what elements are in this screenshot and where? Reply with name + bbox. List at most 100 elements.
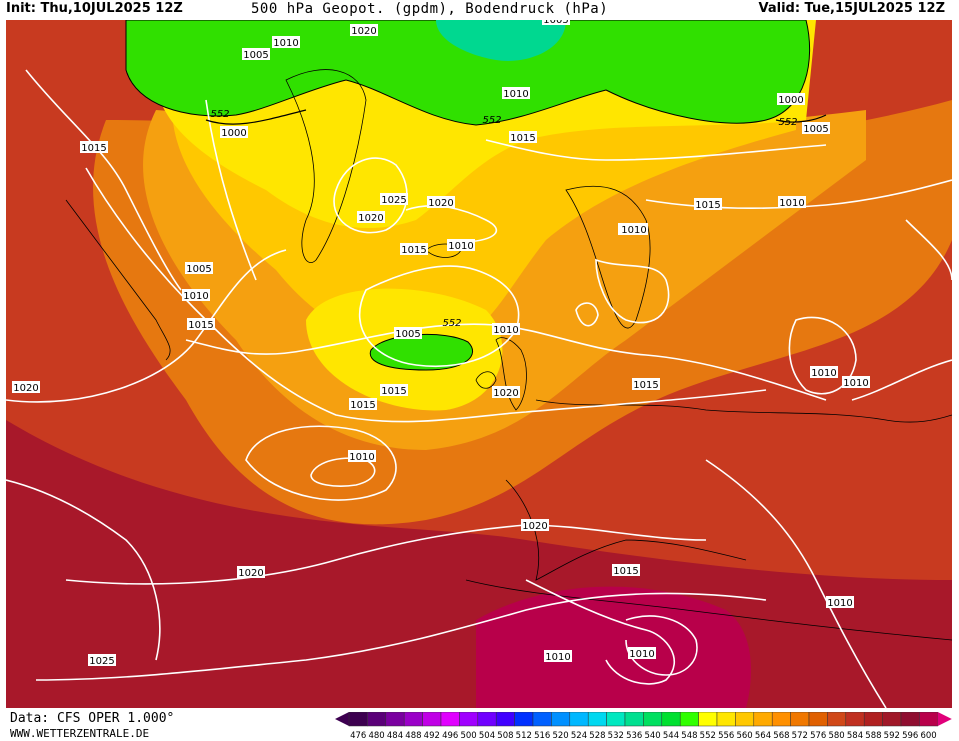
legend-cell [440, 712, 460, 727]
pressure-label: 1010 [273, 38, 298, 49]
pressure-label: 1015 [188, 320, 213, 331]
pressure-label-bg [521, 519, 549, 531]
pressure-label: 1005 [803, 124, 828, 135]
legend-tick-label: 508 [497, 731, 513, 741]
legend-tick-label: 524 [571, 731, 587, 741]
pressure-label: 1010 [503, 89, 528, 100]
pressure-label-bg [348, 450, 376, 462]
height-label: 552 [482, 115, 501, 126]
pressure-label: 1020 [493, 388, 518, 399]
legend-cell [495, 712, 515, 727]
legend-tick-label: 484 [387, 731, 403, 741]
color-legend: 476 480 484 488 492 496 500 504 508 512 516 520 524 5… [335, 712, 952, 741]
legend-tick-label: 556 [718, 731, 734, 741]
legend-tick-label: 548 [681, 731, 697, 741]
height-contours [205, 109, 827, 125]
pressure-label: 1020 [351, 26, 376, 37]
legend-tick-label: 560 [736, 731, 752, 741]
pressure-labels: 1015 1010 1005 1020 1000 1010 1000 1005 1015 1025… [12, 20, 870, 667]
legend-cell [587, 712, 607, 727]
pressure-label: 1020 [428, 198, 453, 209]
legend-tick-label: 580 [828, 731, 844, 741]
pressure-label: 1025 [89, 656, 114, 667]
pressure-label-bg [185, 262, 213, 274]
pressure-label: 1015 [510, 133, 535, 144]
legend-tick-label: 480 [368, 731, 384, 741]
pressure-label: 1010 [493, 325, 518, 336]
map-title: 500 hPa Geopot. (gpdm), Bodendruck (hPa) [251, 1, 609, 17]
legend-tick-label: 528 [589, 731, 605, 741]
legend-cell [551, 712, 571, 727]
legend-cell [808, 712, 828, 727]
pressure-label-bg [242, 48, 270, 60]
pressure-label: 1005 [395, 329, 420, 340]
pressure-label: 1005 [243, 50, 268, 61]
pressure-label: 1010 [843, 378, 868, 389]
pressure-label: 1010 [779, 198, 804, 209]
legend-tick-label: 552 [700, 731, 716, 741]
pressure-label-bg [802, 122, 830, 134]
height-label: 552 [210, 109, 229, 120]
pressure-label-bg [220, 126, 248, 138]
legend-cell [919, 712, 939, 727]
pressure-label: 1025 [381, 195, 406, 206]
pressure-label: 1015 [613, 566, 638, 577]
pressure-label-bg [380, 193, 408, 205]
pressure-label-bg [350, 24, 378, 36]
pressure-label: 1015 [381, 386, 406, 397]
legend-cell [753, 712, 773, 727]
height-label: 552 [778, 117, 797, 128]
pressure-label-bg [509, 131, 537, 143]
legend-cell [532, 712, 552, 727]
legend-cell [900, 712, 920, 727]
init-time: Init: Thu,10JUL2025 12Z [6, 1, 183, 16]
legend-tick-label: 540 [644, 731, 660, 741]
pressure-label-bg [237, 566, 265, 578]
legend-tick-label: 592 [884, 731, 900, 741]
pressure-label-bg [272, 36, 300, 48]
legend-cell [790, 712, 810, 727]
pressure-label-bg [447, 239, 475, 251]
pressure-label-bg [349, 398, 377, 410]
legend-tick-label: 492 [424, 731, 440, 741]
legend-tick-label: 568 [773, 731, 789, 741]
pressure-label-bg [380, 384, 408, 396]
pressure-label: 1020 [238, 568, 263, 579]
pressure-label: 1015 [695, 200, 720, 211]
pressure-label-bg [80, 141, 108, 153]
legend-cell [569, 712, 589, 727]
pressure-label-bg [394, 327, 422, 339]
data-source: Data: CFS OPER 1.000° [10, 711, 175, 726]
pressure-label-bg [12, 381, 40, 393]
pressure-label-bg [542, 20, 570, 25]
legend-cell [606, 712, 626, 727]
pressure-label-bg [357, 211, 385, 223]
pressure-label-bg [620, 223, 648, 235]
pressure-label-bg [694, 198, 722, 210]
legend-tick-label: 564 [755, 731, 771, 741]
pressure-label: 1010 [621, 225, 646, 236]
pressure-label-bg [502, 87, 530, 99]
legend-tick-label: 496 [442, 731, 458, 741]
legend-cell [679, 712, 699, 727]
pressure-label: 1015 [401, 245, 426, 256]
legend-cell [698, 712, 718, 727]
legend-cell [624, 712, 644, 727]
legend-tick-label: 572 [792, 731, 808, 741]
legend-cell [845, 712, 865, 727]
legend-cell [827, 712, 847, 727]
pressure-label: 1005 [186, 264, 211, 275]
legend-cell [367, 712, 387, 727]
legend-tick-label: 588 [865, 731, 881, 741]
pressure-label: 1020 [358, 213, 383, 224]
pressure-label-bg [628, 647, 656, 659]
pressure-label: 1010 [448, 241, 473, 252]
cold-pool-greenland-core [436, 20, 566, 61]
legend-cell [385, 712, 405, 727]
pressure-label-bg [810, 366, 838, 378]
pressure-label-bg [612, 564, 640, 576]
pressure-label-bg [826, 596, 854, 608]
pressure-label: 1010 [349, 452, 374, 463]
site-credit: WWW.WETTERZENTRALE.DE [10, 727, 150, 740]
legend-cell [771, 712, 791, 727]
